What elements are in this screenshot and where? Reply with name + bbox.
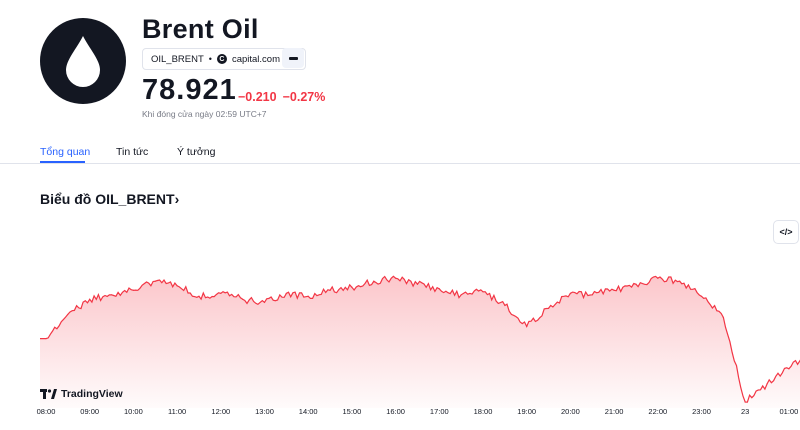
time-tick-label: 23 bbox=[741, 407, 750, 416]
data-point bbox=[89, 298, 91, 300]
tab-overview[interactable]: Tổng quan bbox=[40, 146, 91, 158]
data-point bbox=[482, 291, 484, 293]
tradingview-label: TradingView bbox=[61, 388, 123, 400]
current-price: 78.921 bbox=[142, 74, 237, 106]
data-point bbox=[395, 277, 397, 279]
tradingview-icon bbox=[40, 389, 57, 399]
data-point bbox=[460, 294, 462, 296]
capital-com-icon: C bbox=[216, 54, 227, 64]
tab-ideas[interactable]: Ý tưởng bbox=[177, 146, 216, 158]
data-point bbox=[679, 280, 681, 282]
symbol-label: OIL_BRENT bbox=[151, 53, 204, 65]
time-tick-label: 11:00 bbox=[167, 407, 187, 416]
data-point bbox=[329, 289, 331, 291]
time-tick-label: 17:00 bbox=[429, 407, 449, 416]
oil-drop-icon bbox=[66, 36, 100, 87]
data-point bbox=[176, 285, 178, 287]
data-point bbox=[438, 288, 440, 290]
source-label: capital.com bbox=[231, 53, 281, 65]
change-percent: −0.27% bbox=[282, 90, 326, 104]
data-point bbox=[635, 283, 637, 285]
data-point bbox=[110, 294, 113, 296]
time-tick-label: 09:00 bbox=[80, 407, 100, 416]
data-point bbox=[613, 289, 615, 291]
time-tick-label: 20:00 bbox=[561, 407, 580, 416]
price-change: −0.210 −0.27% bbox=[238, 90, 325, 104]
data-point bbox=[307, 295, 309, 297]
data-point bbox=[285, 292, 287, 294]
data-point bbox=[788, 368, 790, 370]
time-tick-label: 10:00 bbox=[124, 407, 143, 416]
data-point bbox=[504, 304, 506, 306]
time-tick-label: 01:00 bbox=[779, 407, 799, 416]
data-point bbox=[198, 295, 200, 297]
data-point bbox=[569, 292, 572, 294]
data-point bbox=[744, 401, 746, 403]
separator-dot: • bbox=[208, 54, 212, 64]
embed-code-button[interactable]: </> bbox=[773, 220, 799, 244]
data-point bbox=[132, 289, 134, 291]
time-tick-label: 13:00 bbox=[255, 407, 274, 416]
minus-icon bbox=[288, 56, 298, 60]
data-point bbox=[722, 316, 724, 319]
tab-news[interactable]: Tin tức bbox=[116, 146, 149, 158]
brent-oil-logo bbox=[40, 18, 126, 104]
more-button[interactable] bbox=[282, 48, 304, 68]
active-tab-indicator bbox=[40, 161, 85, 163]
data-point bbox=[154, 280, 156, 282]
data-point bbox=[416, 283, 419, 285]
price-area bbox=[40, 276, 800, 408]
time-tick-label: 16:00 bbox=[386, 407, 405, 416]
chart-section-title: Biểu đồ OIL_BRENT bbox=[40, 191, 175, 207]
time-tick-label: 12:00 bbox=[211, 407, 231, 416]
data-point bbox=[351, 286, 353, 288]
time-tick-label: 21:00 bbox=[604, 407, 624, 416]
time-tick-label: 15:00 bbox=[342, 407, 362, 416]
data-point bbox=[526, 325, 528, 328]
data-point bbox=[373, 280, 375, 282]
time-tick-label: 18:00 bbox=[473, 407, 493, 416]
chevron-right-icon: › bbox=[174, 191, 180, 207]
data-point bbox=[700, 295, 703, 297]
time-tick-label: 19:00 bbox=[517, 407, 537, 416]
chart-section-link[interactable]: Biểu đồ OIL_BRENT› bbox=[40, 191, 179, 207]
data-point bbox=[263, 301, 266, 303]
data-point bbox=[591, 294, 593, 296]
time-axis: 08:00 09:00 10:00 11:00 12:00 13:00 14:00 15:00… bbox=[0, 407, 800, 421]
tradingview-logo[interactable]: TradingView bbox=[40, 388, 123, 400]
change-absolute: −0.210 bbox=[238, 90, 277, 104]
data-point bbox=[657, 277, 659, 279]
page-title: Brent Oil bbox=[142, 14, 259, 44]
time-tick-label: 08:00 bbox=[36, 407, 56, 416]
symbol-selector[interactable]: OIL_BRENT • C capital.com ⌄ bbox=[142, 48, 306, 70]
price-chart[interactable] bbox=[0, 240, 800, 408]
data-point bbox=[547, 307, 550, 309]
data-point bbox=[220, 292, 222, 294]
time-tick-label: 14:00 bbox=[298, 407, 318, 416]
data-point bbox=[242, 298, 244, 300]
tab-bar: Tổng quan Tin tức Ý tưởng bbox=[0, 140, 800, 164]
data-point bbox=[766, 383, 768, 385]
data-point bbox=[67, 313, 69, 316]
data-point bbox=[45, 337, 47, 340]
time-tick-label: 22:00 bbox=[648, 407, 668, 416]
time-tick-label: 23:00 bbox=[692, 407, 711, 416]
market-status: Khi đóng cửa ngày 02:59 UTC+7 bbox=[142, 109, 267, 119]
